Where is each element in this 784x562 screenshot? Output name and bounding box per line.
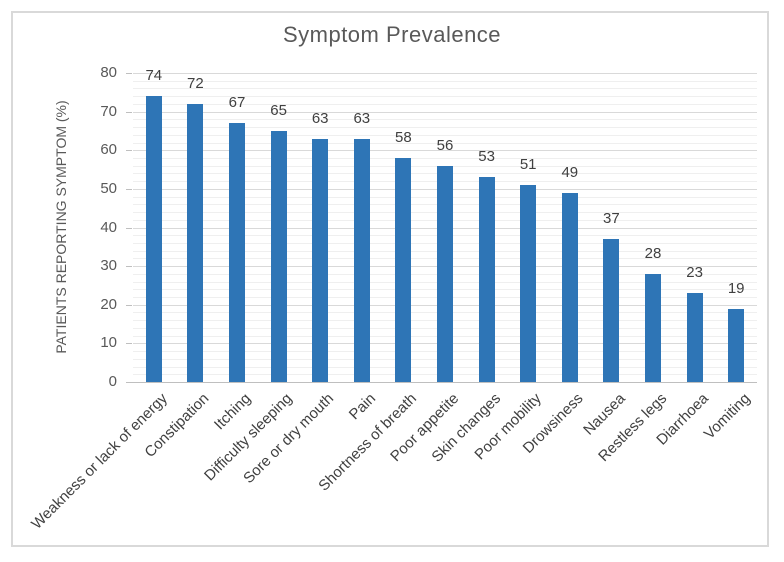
bar-value-label: 19 [727, 279, 745, 297]
major-gridline [133, 111, 757, 113]
y-tick-mark [126, 150, 132, 152]
minor-gridline [133, 103, 757, 105]
bar [437, 165, 453, 382]
y-tick-label: 50 [100, 179, 117, 197]
y-tick-mark [126, 227, 132, 229]
bar-value-label: 51 [519, 156, 537, 173]
y-tick-label: 60 [100, 141, 117, 159]
y-tick-mark [126, 343, 132, 345]
bar-value-label: 23 [686, 264, 703, 282]
bar [686, 293, 703, 382]
bar-value-label: 37 [603, 210, 620, 228]
minor-gridline [133, 119, 757, 121]
bar [478, 177, 495, 382]
bar [520, 185, 537, 382]
bar [145, 96, 162, 382]
y-tick-label: 40 [100, 218, 117, 236]
minor-gridline [133, 127, 757, 129]
bar [603, 239, 620, 382]
major-gridline [133, 73, 757, 74]
category-label: Weakness or lack of energy [28, 390, 171, 533]
y-tick-label: 70 [100, 102, 117, 120]
y-tick-mark [126, 73, 132, 74]
bar-value-label: 63 [311, 109, 329, 127]
y-tick-mark [126, 111, 132, 113]
bar-value-label: 65 [270, 101, 287, 119]
bar [353, 138, 370, 382]
y-tick-label: 20 [100, 295, 117, 313]
y-tick-label: 30 [100, 257, 117, 275]
y-tick-mark [126, 304, 132, 306]
y-tick-label: 10 [100, 334, 117, 352]
minor-gridline [133, 142, 757, 144]
category-label: Pain [345, 390, 379, 424]
y-tick-label: 0 [108, 373, 117, 390]
y-tick-mark [126, 382, 132, 383]
bar-value-label: 58 [395, 128, 412, 146]
bar-value-label: 63 [353, 109, 371, 127]
bar [561, 192, 578, 382]
x-axis-line [132, 382, 757, 383]
chart-title: Symptom Prevalence [282, 22, 502, 47]
minor-gridline [133, 80, 757, 82]
bar-value-label: 28 [644, 244, 662, 262]
bar [312, 138, 329, 382]
bar-value-label: 56 [436, 136, 454, 154]
minor-gridline [133, 157, 757, 159]
minor-gridline [133, 96, 757, 98]
bar [187, 103, 204, 382]
bar [270, 130, 287, 382]
bar [229, 123, 245, 382]
chart-border [11, 11, 769, 547]
bar-value-label: 49 [561, 163, 579, 181]
bar [645, 273, 661, 382]
bar-value-label: 53 [478, 148, 495, 166]
minor-gridline [133, 88, 757, 90]
y-tick-mark [126, 188, 132, 190]
bar [395, 157, 412, 382]
y-tick-label: 80 [100, 64, 117, 81]
y-tick-mark [126, 266, 132, 268]
bar-value-label: 67 [228, 94, 246, 112]
bar [728, 308, 745, 382]
minor-gridline [133, 134, 757, 136]
major-gridline [133, 150, 757, 152]
bar-value-label: 72 [187, 74, 204, 92]
bar-value-label: 74 [145, 67, 163, 85]
